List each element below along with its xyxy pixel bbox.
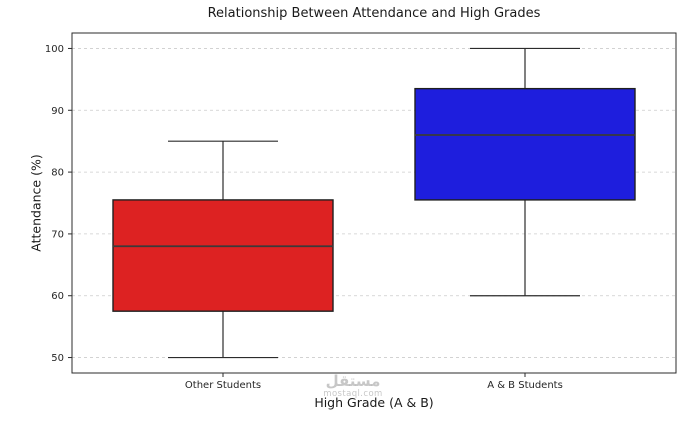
box-a-b-students: [414, 87, 636, 201]
y-tick-label: 70: [51, 229, 64, 240]
y-tick-label: 90: [51, 106, 64, 117]
y-tick-label: 60: [51, 291, 64, 302]
x-tick-label-other-students: Other Students: [185, 380, 261, 391]
y-tick-label: 100: [45, 44, 64, 55]
box-other-students: [112, 199, 334, 312]
chart-title: Relationship Between Attendance and High…: [207, 6, 541, 21]
x-tick-label-a-b-students: A & B Students: [487, 380, 563, 391]
y-tick-label: 80: [51, 168, 64, 179]
y-tick-label: 50: [51, 353, 64, 364]
plot-border: [71, 32, 677, 374]
x-axis-label: High Grade (A & B): [314, 395, 434, 410]
